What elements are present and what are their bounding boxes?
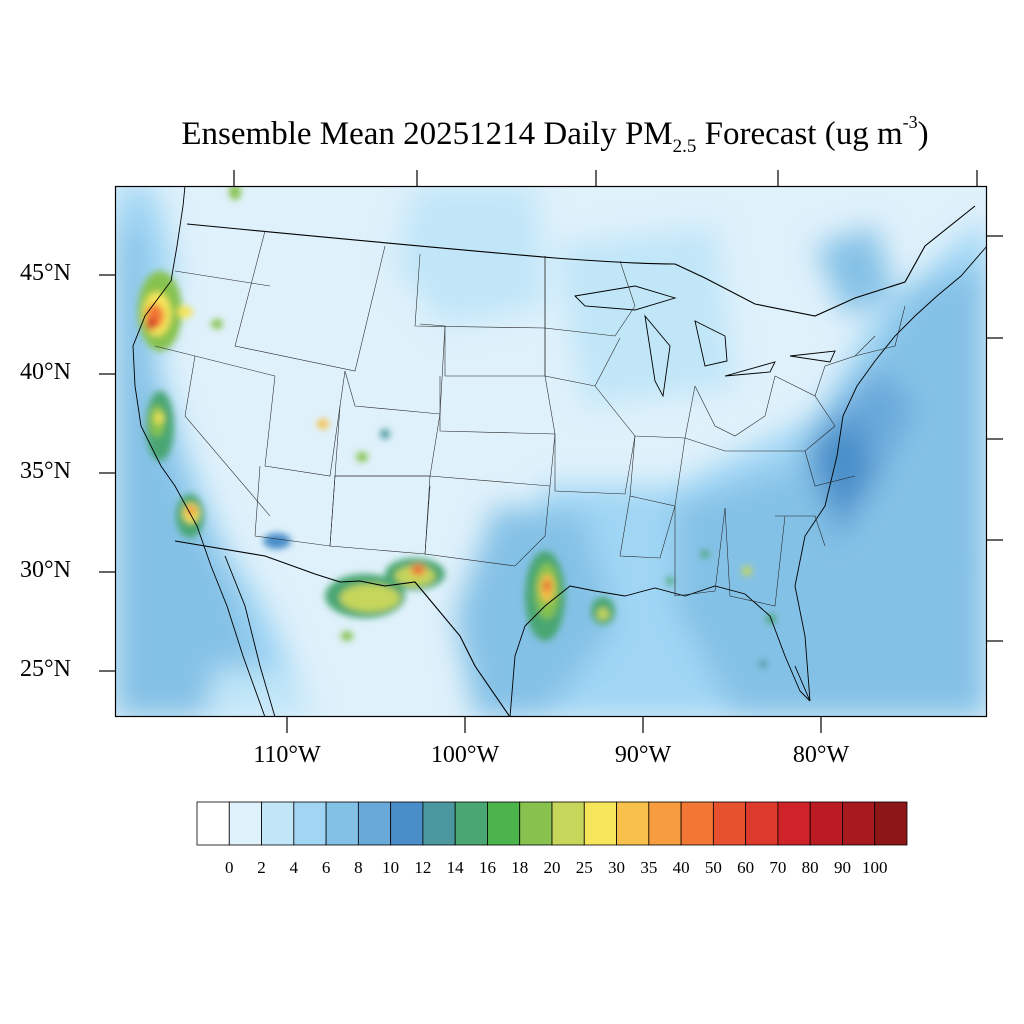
regional-haze — [115, 186, 987, 717]
hotspot-layer — [138, 186, 965, 668]
state-borders — [154, 230, 906, 607]
top-ticks-overlay — [233, 170, 978, 186]
state-line-1 — [234, 230, 386, 372]
colorbar-tick-label: 14 — [446, 858, 464, 877]
colorbar-tick-label: 12 — [414, 858, 432, 877]
pacific-coast — [132, 186, 266, 717]
lat-label-30: 30°N — [20, 557, 71, 583]
colorbar-swatch — [261, 801, 295, 846]
colorbar-swatch — [809, 801, 843, 846]
colorbar-swatch — [196, 801, 230, 846]
colorbar-swatch — [712, 801, 747, 846]
lon-label-110: 110°W — [253, 742, 321, 768]
lake-michigan — [644, 314, 671, 398]
colorbar-tick-label: 60 — [737, 858, 755, 877]
map-title: Ensemble Mean 20251214 Daily PM2.5 Forec… — [0, 112, 1024, 158]
national-borders — [174, 205, 976, 717]
canada-border-east — [674, 205, 976, 317]
title-middle: Forecast (ug m — [696, 116, 903, 152]
colorbar-swatch — [874, 801, 908, 846]
colorbar-tick-label: 10 — [382, 858, 400, 877]
lon-label-90: 90°W — [614, 742, 672, 768]
colorbar-tick-label: 20 — [543, 858, 561, 877]
colorbar-swatch — [357, 801, 392, 846]
colorbar-tick-label: 80 — [801, 858, 819, 877]
colorbar-swatch — [390, 801, 424, 846]
mexico-border — [174, 540, 511, 717]
left-ticks — [99, 274, 115, 672]
title-end: ) — [917, 116, 929, 152]
colorbar-swatch — [293, 801, 327, 846]
colorbar-tick-label: 70 — [769, 858, 787, 877]
pm25-map — [115, 186, 987, 717]
lat-label-40: 40°N — [20, 359, 71, 385]
colorbar-tick-label: 16 — [478, 858, 496, 877]
lat-label-35: 35°N — [20, 458, 71, 484]
lat-label-25: 25°N — [20, 656, 71, 682]
canada-border-west — [186, 223, 676, 265]
title-superscript: -3 — [902, 112, 918, 132]
colorbar-swatch — [680, 801, 714, 846]
colorbar-tick-label: 40 — [672, 858, 690, 877]
lake-superior — [574, 285, 677, 311]
lat-label-45: 45°N — [20, 260, 71, 286]
lon-label-100: 100°W — [430, 742, 500, 768]
colorbar-swatch — [551, 801, 585, 846]
colorbar-tick-label: 90 — [833, 858, 851, 877]
colorbar-tick-label: 18 — [511, 858, 529, 877]
colorbar-tick-label: 0 — [225, 858, 234, 877]
colorbar-tick-label: 25 — [575, 858, 593, 877]
colorbar-tick-label: 2 — [257, 858, 266, 877]
colorbar-swatch — [842, 801, 876, 846]
baja-coast — [224, 555, 276, 717]
colorbar-swatch — [616, 801, 650, 846]
colorbar-swatch — [454, 801, 488, 846]
colorbar-tick-label: 100 — [861, 858, 888, 877]
colorbar-swatch — [325, 801, 359, 846]
colorbar-tick-label: 8 — [354, 858, 363, 877]
colorbar-tick-label: 30 — [608, 858, 626, 877]
lon-label-80: 80°W — [792, 742, 850, 768]
colorbar-tick-label: 6 — [321, 858, 331, 877]
right-ticks — [987, 235, 1003, 642]
lake-ontario — [789, 350, 836, 363]
colorbar-swatch — [583, 801, 617, 846]
gulf-coast — [509, 585, 811, 717]
title-subscript: 2.5 — [672, 136, 697, 157]
atlantic-coast — [794, 245, 987, 702]
colorbar-swatch — [422, 801, 456, 846]
colorbar-tick-label: 35 — [640, 858, 658, 877]
colorbar-swatch — [487, 801, 521, 846]
colorbar-tick-label: 50 — [704, 858, 722, 877]
lake-huron — [694, 320, 728, 367]
colorbar — [196, 801, 908, 846]
lake-erie — [724, 361, 776, 377]
map-border — [114, 185, 988, 718]
coastlines — [132, 186, 987, 717]
colorbar-swatch — [777, 801, 811, 846]
colorbar-swatch — [228, 801, 262, 846]
colorbar-swatch — [648, 801, 682, 846]
bottom-ticks — [286, 717, 822, 733]
title-main: Ensemble Mean 20251214 Daily PM — [181, 116, 673, 152]
colorbar-tick-label: 4 — [289, 858, 299, 877]
map-panel — [115, 186, 987, 717]
colorbar-swatch — [519, 801, 553, 846]
colorbar-swatch — [745, 801, 779, 846]
